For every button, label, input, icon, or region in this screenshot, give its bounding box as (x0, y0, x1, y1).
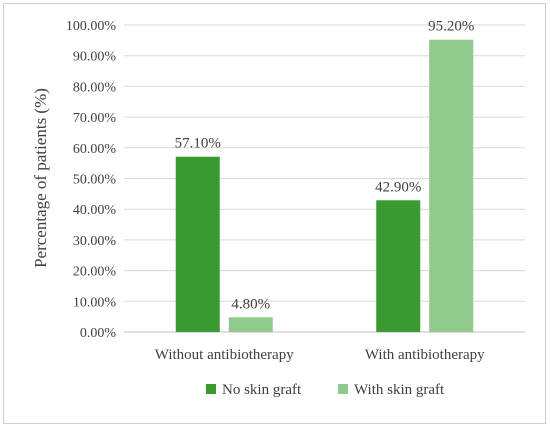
y-tick-label: 50.00% (73, 173, 117, 188)
category-labels: Without antibiotherapy With antibiotherap… (155, 347, 485, 363)
data-label: 57.10% (175, 136, 221, 152)
y-tick-label: 10.00% (73, 295, 117, 310)
y-tick-label: 30.00% (73, 234, 117, 249)
y-tick-label: 20.00% (73, 265, 117, 280)
data-label: 4.80% (231, 296, 270, 312)
data-label: 95.20% (428, 19, 474, 35)
y-tick-label: 60.00% (73, 142, 117, 157)
y-tick-label: 90.00% (73, 50, 117, 65)
bar (376, 200, 421, 332)
y-tick-label: 0.00% (80, 326, 117, 341)
legend-swatch (206, 384, 216, 394)
data-label: 42.90% (375, 179, 421, 195)
y-tick-label: 100.00% (66, 19, 117, 34)
value-labels: 57.10% 4.80% 42.90% 95.20% (175, 19, 475, 313)
bar (228, 317, 273, 332)
legend-label: With skin graft (354, 382, 445, 398)
bar (175, 156, 220, 332)
y-axis-label: Percentage of patients (%) (31, 88, 50, 268)
bars (175, 39, 474, 333)
legend-label: No skin graft (222, 382, 302, 398)
y-tick-label: 40.00% (73, 203, 117, 218)
bar (429, 39, 474, 333)
y-tick-labels: 0.00% 10.00% 20.00% 30.00% 40.00% 50.00% 60.00… (66, 19, 117, 341)
y-tick-label: 80.00% (73, 80, 117, 95)
legend-swatch (338, 384, 348, 394)
legend: No skin graft With skin graft (206, 382, 445, 398)
x-tick-label: Without antibiotherapy (155, 347, 294, 363)
y-tick-label: 70.00% (73, 111, 117, 126)
x-tick-label: With antibiotherapy (365, 347, 485, 363)
